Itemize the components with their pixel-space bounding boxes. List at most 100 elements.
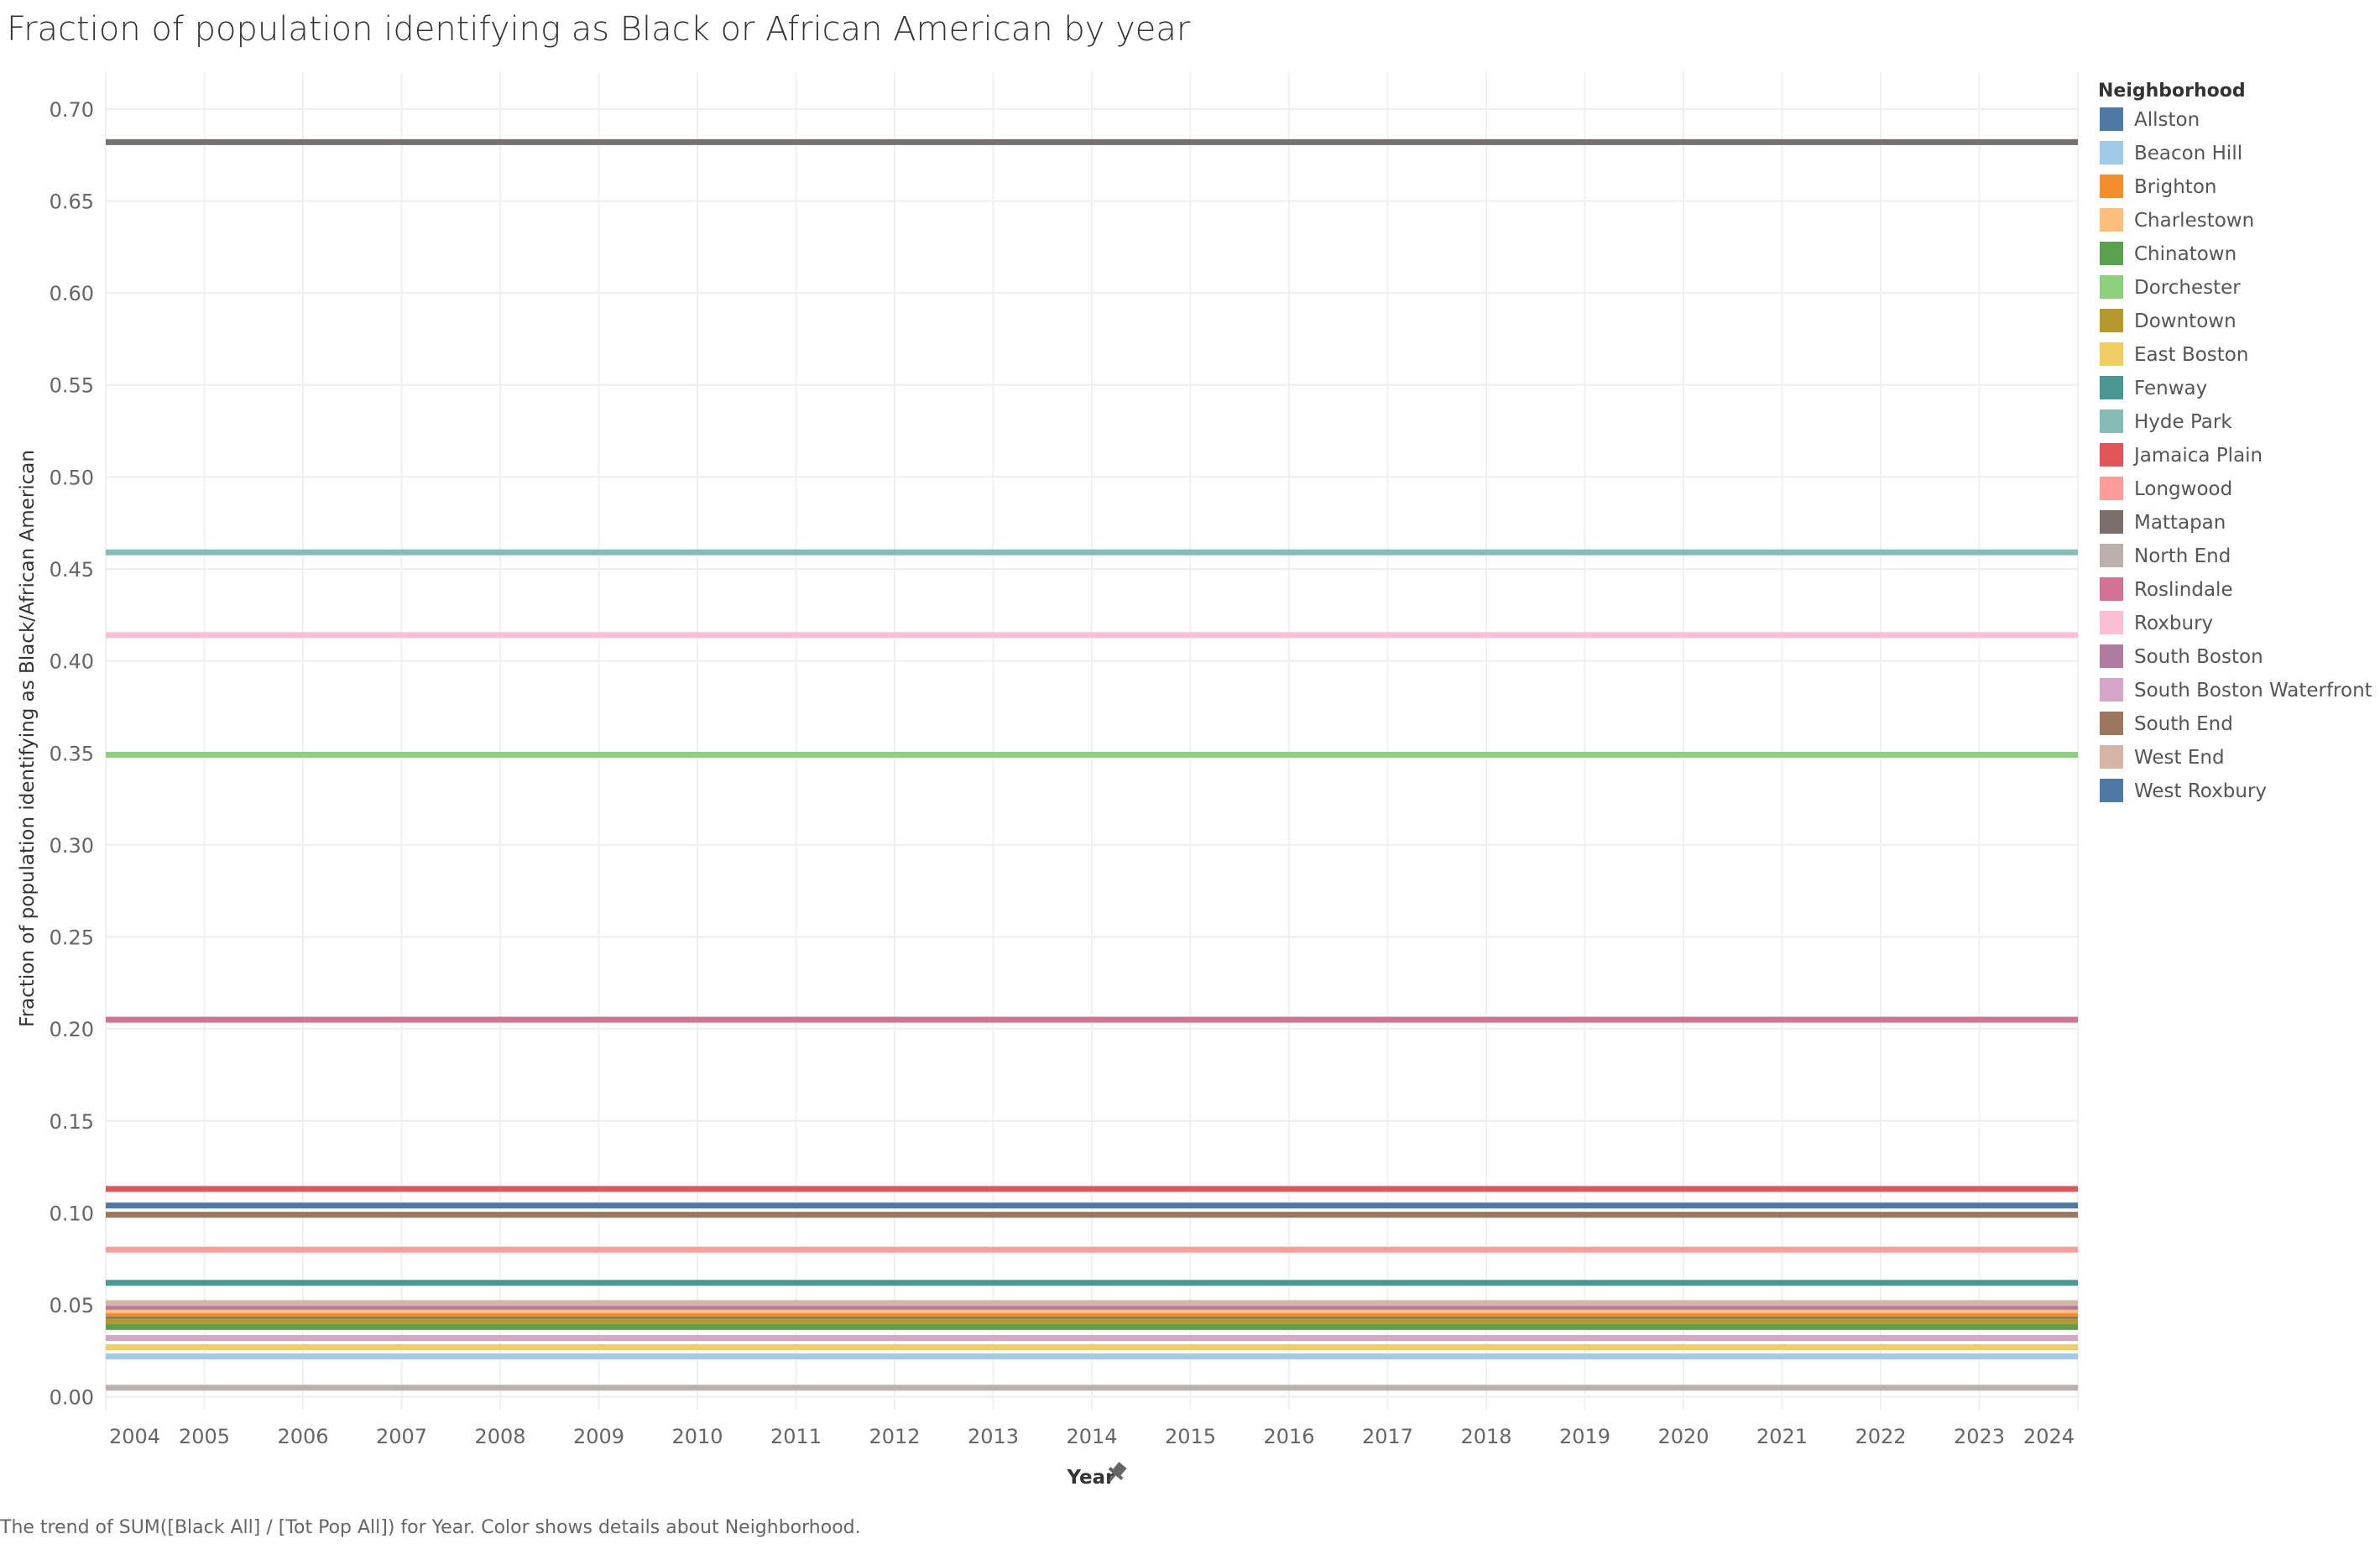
legend-item[interactable]: North End [2100, 544, 2231, 567]
y-axis-ticks: 0.00 0.05 0.10 0.15 0.20 0.25 0.30 0.35 0.40 0.45… [50, 98, 94, 1410]
y-tick-label: 0.70 [50, 98, 94, 122]
legend-label: Allston [2134, 109, 2200, 131]
x-tick-label: 2014 [1066, 1425, 1117, 1448]
legend-swatch [2100, 745, 2123, 769]
legend: Neighborhood Allston Beacon Hill Brighton C… [2098, 81, 2372, 802]
legend-swatch [2100, 678, 2123, 702]
legend-item[interactable]: Jamaica Plain [2100, 443, 2263, 467]
legend-label: Downtown [2134, 310, 2236, 332]
y-tick-label: 0.15 [50, 1110, 94, 1134]
legend-item[interactable]: Mattapan [2100, 510, 2226, 534]
legend-item[interactable]: Roslindale [2100, 577, 2233, 601]
y-tick-label: 0.00 [50, 1386, 94, 1410]
legend-label: Brighton [2134, 176, 2216, 198]
x-axis-title-group: Year [1066, 1460, 1129, 1489]
x-tick-label: 2008 [474, 1425, 525, 1448]
chart-title: Fraction of population identifying as Bl… [7, 10, 1191, 49]
x-tick-label: 2006 [277, 1425, 328, 1448]
legend-item[interactable]: Hyde Park [2100, 409, 2232, 433]
legend-swatch [2100, 409, 2123, 433]
legend-label: Fenway [2134, 378, 2207, 399]
legend-label: South Boston Waterfront [2134, 680, 2372, 702]
legend-label: Dorchester [2134, 277, 2241, 299]
legend-item[interactable]: West End [2100, 745, 2225, 769]
y-tick-label: 0.55 [50, 374, 94, 398]
legend-swatch [2100, 309, 2123, 332]
legend-item[interactable]: Fenway [2100, 376, 2207, 399]
legend-label: East Boston [2134, 344, 2248, 366]
y-tick-label: 0.50 [50, 466, 94, 489]
x-tick-label: 2018 [1460, 1425, 1511, 1448]
y-tick-label: 0.40 [50, 650, 94, 674]
x-tick-label: 2017 [1362, 1425, 1413, 1448]
x-tick-label: 2011 [770, 1425, 822, 1448]
legend-swatch [2100, 510, 2123, 534]
x-tick-label: 2013 [968, 1425, 1019, 1448]
legend-label: Longwood [2134, 478, 2232, 500]
legend-label: Jamaica Plain [2132, 445, 2263, 467]
legend-swatch [2100, 141, 2123, 164]
legend-item[interactable]: South Boston Waterfront [2100, 678, 2372, 702]
legend-swatch [2100, 544, 2123, 567]
legend-label: West Roxbury [2134, 780, 2267, 802]
x-axis-ticks: 2004 2005 2006 2007 2008 2009 2010 2011 2012 2013… [109, 1425, 2075, 1448]
legend-item[interactable]: Dorchester [2100, 275, 2241, 299]
y-axis-title: Fraction of population identifying as Bl… [17, 450, 39, 1027]
legend-swatch [2100, 242, 2123, 265]
legend-label: South End [2134, 713, 2233, 735]
x-tick-label: 2015 [1165, 1425, 1216, 1448]
pin-icon[interactable] [1103, 1460, 1129, 1487]
legend-swatch [2100, 443, 2123, 467]
legend-label: Mattapan [2134, 512, 2226, 534]
y-tick-label: 0.05 [50, 1294, 94, 1317]
y-tick-label: 0.10 [50, 1202, 94, 1225]
legend-swatch [2100, 208, 2123, 232]
x-tick-label: 2024 [2023, 1425, 2075, 1448]
x-tick-label: 2016 [1263, 1425, 1314, 1448]
x-tick-label: 2019 [1559, 1425, 1610, 1448]
legend-label: West End [2134, 747, 2225, 769]
legend-swatch [2100, 275, 2123, 299]
grid-layer [105, 72, 2079, 1410]
x-tick-label: 2023 [1954, 1425, 2005, 1448]
legend-label: North End [2134, 545, 2231, 567]
x-tick-label: 2007 [376, 1425, 427, 1448]
legend-item[interactable]: East Boston [2100, 342, 2248, 366]
legend-swatch [2100, 712, 2123, 735]
legend-title: Neighborhood [2098, 81, 2246, 102]
legend-swatch [2100, 175, 2123, 198]
legend-label: Hyde Park [2134, 411, 2232, 433]
legend-item[interactable]: Beacon Hill [2100, 141, 2242, 164]
legend-item[interactable]: Roxbury [2100, 611, 2213, 634]
y-tick-label: 0.25 [50, 926, 94, 950]
legend-item[interactable]: Longwood [2100, 477, 2232, 500]
legend-item[interactable]: South Boston [2100, 644, 2263, 668]
legend-swatch [2100, 107, 2123, 131]
x-tick-label: 2020 [1657, 1425, 1709, 1448]
legend-label: Beacon Hill [2134, 143, 2242, 164]
legend-label: Roslindale [2134, 579, 2233, 601]
x-tick-label: 2004 [109, 1425, 160, 1448]
legend-swatch [2100, 477, 2123, 500]
x-tick-label: 2022 [1855, 1425, 1906, 1448]
legend-item[interactable]: Charlestown [2100, 208, 2254, 232]
legend-swatch [2100, 779, 2123, 802]
y-tick-label: 0.30 [50, 834, 94, 858]
legend-item[interactable]: West Roxbury [2100, 779, 2267, 802]
series-layer[interactable] [106, 138, 2078, 1391]
legend-label: Roxbury [2134, 613, 2213, 634]
x-axis-title: Year [1066, 1467, 1115, 1489]
legend-item[interactable]: Downtown [2100, 309, 2236, 332]
legend-item[interactable]: Allston [2100, 107, 2200, 131]
legend-item[interactable]: Brighton [2100, 175, 2216, 198]
legend-swatch [2100, 376, 2123, 399]
y-tick-label: 0.60 [50, 282, 94, 305]
legend-item[interactable]: South End [2100, 712, 2233, 735]
legend-item[interactable]: Chinatown [2100, 242, 2236, 265]
y-tick-label: 0.65 [50, 190, 94, 213]
x-tick-label: 2005 [179, 1425, 230, 1448]
x-tick-label: 2009 [573, 1425, 624, 1448]
legend-label: Charlestown [2134, 210, 2254, 232]
x-tick-label: 2010 [671, 1425, 723, 1448]
